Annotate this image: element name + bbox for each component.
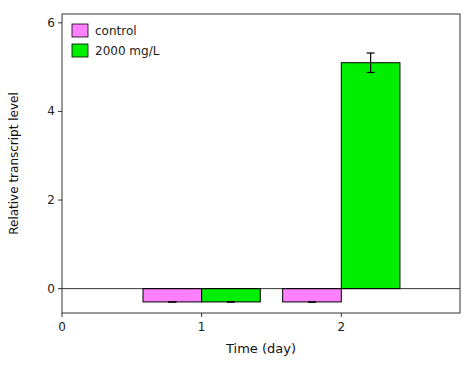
legend-swatch bbox=[72, 24, 88, 37]
error-cap bbox=[168, 301, 176, 302]
bar bbox=[341, 63, 400, 289]
error-bar bbox=[308, 301, 316, 302]
error-cap bbox=[308, 301, 316, 302]
legend: control 2000 mg/L bbox=[72, 24, 160, 58]
x-tick-label: 0 bbox=[58, 320, 66, 334]
x-tick bbox=[62, 313, 63, 317]
legend-label: control bbox=[95, 24, 137, 38]
y-axis-label: Relative transcript level bbox=[7, 92, 21, 235]
y-tick-label: 0 bbox=[47, 282, 55, 296]
y-tick bbox=[58, 22, 62, 23]
y-tick bbox=[58, 200, 62, 201]
error-bar bbox=[227, 301, 235, 302]
y-tick bbox=[58, 288, 62, 289]
error-cap bbox=[168, 301, 176, 302]
error-stem bbox=[370, 53, 371, 72]
y-tick bbox=[58, 111, 62, 112]
zero-line bbox=[62, 288, 460, 289]
x-axis-label: Time (day) bbox=[225, 341, 296, 356]
x-tick-label: 2 bbox=[337, 320, 345, 334]
error-bar bbox=[168, 301, 176, 302]
legend-label: 2000 mg/L bbox=[95, 44, 160, 58]
x-tick bbox=[341, 313, 342, 317]
bars bbox=[143, 53, 400, 302]
y-tick-label: 4 bbox=[47, 104, 55, 118]
bar bbox=[143, 289, 202, 302]
error-bar bbox=[367, 53, 375, 72]
bar bbox=[202, 289, 261, 302]
error-cap bbox=[367, 52, 375, 53]
bar bbox=[283, 289, 342, 302]
y-tick-label: 6 bbox=[47, 16, 55, 30]
y-tick-label: 2 bbox=[47, 193, 55, 207]
chart-svg: 0 2 4 6 0 1 2 Time (day) Relative transcript lev… bbox=[0, 0, 474, 365]
error-cap bbox=[367, 72, 375, 73]
plot-frame bbox=[62, 14, 460, 313]
legend-swatch bbox=[72, 44, 88, 57]
error-cap bbox=[308, 301, 316, 302]
error-cap bbox=[227, 301, 235, 302]
x-tick bbox=[201, 313, 202, 317]
error-cap bbox=[227, 301, 235, 302]
x-tick-label: 1 bbox=[198, 320, 206, 334]
chart-container: 0 2 4 6 0 1 2 Time (day) Relative transcript lev… bbox=[0, 0, 474, 365]
